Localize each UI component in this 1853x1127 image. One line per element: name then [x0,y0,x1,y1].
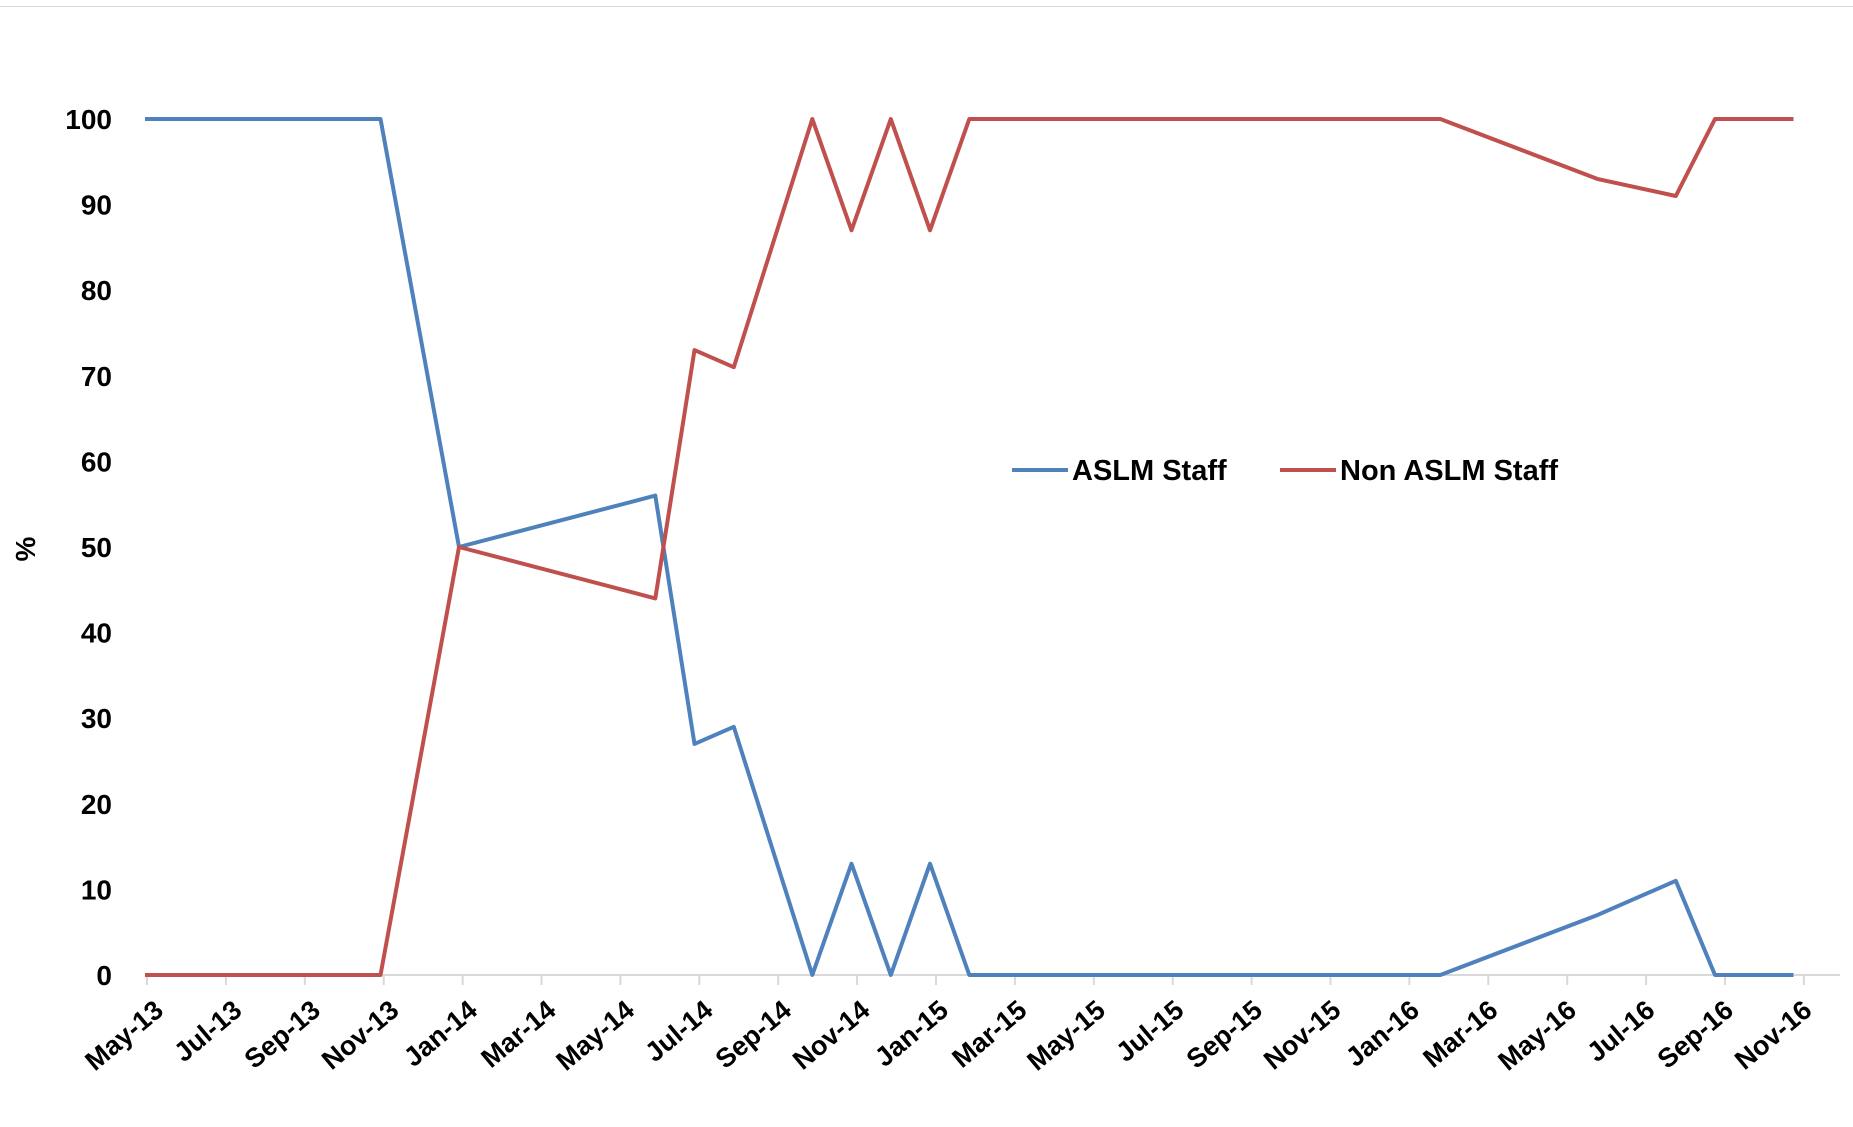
legend-label: Non ASLM Staff [1340,455,1558,487]
y-tick-label: 100 [65,104,112,135]
y-tick-label: 20 [81,789,112,820]
y-tick-label: 80 [81,275,112,306]
y-tick-label: 40 [81,618,112,649]
y-tick-label: 0 [96,960,112,991]
series-line-aslm-staff [145,117,1794,977]
y-axis-tick-labels: 0 10 20 30 40 50 60 70 80 90 100 [65,104,112,991]
x-tick-label: Jul-15 [1110,995,1189,1068]
y-tick-label: 90 [81,190,112,221]
series-line-non-aslm-staff [145,117,1794,977]
y-axis-title-group: % [10,536,41,561]
y-tick-label: 70 [81,361,112,392]
x-tick-label: Sep-13 [239,995,326,1075]
x-tick-label: May-16 [1492,995,1581,1077]
top-border-line [0,6,1853,7]
x-tick-label: Jul-13 [168,995,247,1068]
x-tick-label: May-14 [550,995,639,1077]
y-tick-label: 50 [81,532,112,563]
x-tick-label: Sep-15 [1181,995,1268,1075]
x-tick-label: Jul-14 [639,995,718,1068]
y-tick-label: 30 [81,703,112,734]
x-tick-label: Jan-16 [1340,995,1425,1073]
y-tick-label: 60 [81,446,112,477]
x-tick-label: Nov-13 [316,995,404,1076]
x-tick-label: Nov-16 [1729,995,1817,1076]
x-tick-label: Sep-16 [1652,995,1739,1075]
legend: ASLM Staff Non ASLM Staff [1012,455,1558,487]
legend-label: ASLM Staff [1072,455,1227,487]
y-tick-label: 10 [81,874,112,905]
y-axis-title: % [10,536,41,561]
x-tick-label: Mar-15 [946,995,1032,1074]
x-tick-label: Mar-14 [475,995,561,1074]
x-tick-label: Sep-14 [710,995,797,1075]
x-tick-label: Nov-14 [787,995,875,1076]
x-tick-label: Mar-16 [1417,995,1503,1074]
x-tick-label: Jan-15 [869,995,954,1073]
x-axis-tick-labels: May-13 Jul-13Sep-13Nov-13Jan-14Mar-14May-… [79,995,1817,1077]
x-tick-label: May-15 [1021,995,1110,1077]
series-lines [145,117,1794,977]
x-tick-label: Jan-14 [398,995,483,1073]
x-tick-label: Nov-15 [1258,995,1346,1076]
x-tick-label: May-13 [79,995,168,1077]
x-tick-label: Jul-16 [1581,995,1660,1068]
